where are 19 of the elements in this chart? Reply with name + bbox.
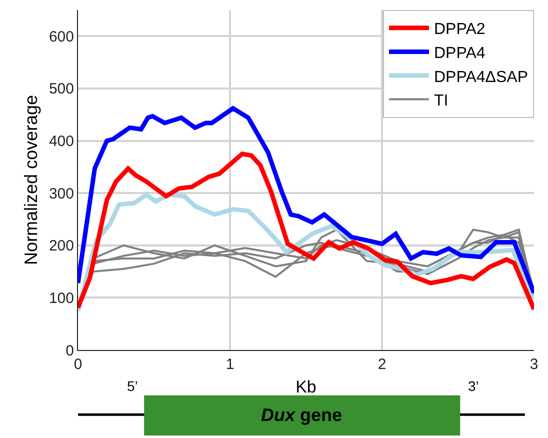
legend-label: DPPA4	[434, 44, 486, 62]
text: 5’	[127, 378, 138, 394]
x-tick-label: 1	[226, 356, 234, 373]
text: Dux gene	[261, 405, 342, 425]
y-axis-title: Normalized coverage	[21, 94, 42, 266]
x-axis-title: Kb	[296, 377, 316, 396]
x-tick-label: 2	[378, 356, 386, 373]
y-tick-label: 500	[48, 80, 74, 98]
legend-label: TI	[434, 92, 448, 110]
y-tick-label: 600	[48, 28, 74, 46]
text: 3’	[468, 378, 479, 394]
legend-label: DPPA4ΔSAP	[434, 68, 528, 86]
x-tick-label: 3	[530, 356, 538, 373]
y-tick-label: 0	[66, 342, 74, 360]
legend-label: DPPA2	[434, 21, 486, 38]
y-tick-label: 300	[48, 185, 74, 202]
y-tick-label: 100	[48, 290, 74, 307]
y-tick-label: 400	[48, 133, 74, 150]
y-tick-label: 200	[48, 238, 74, 255]
